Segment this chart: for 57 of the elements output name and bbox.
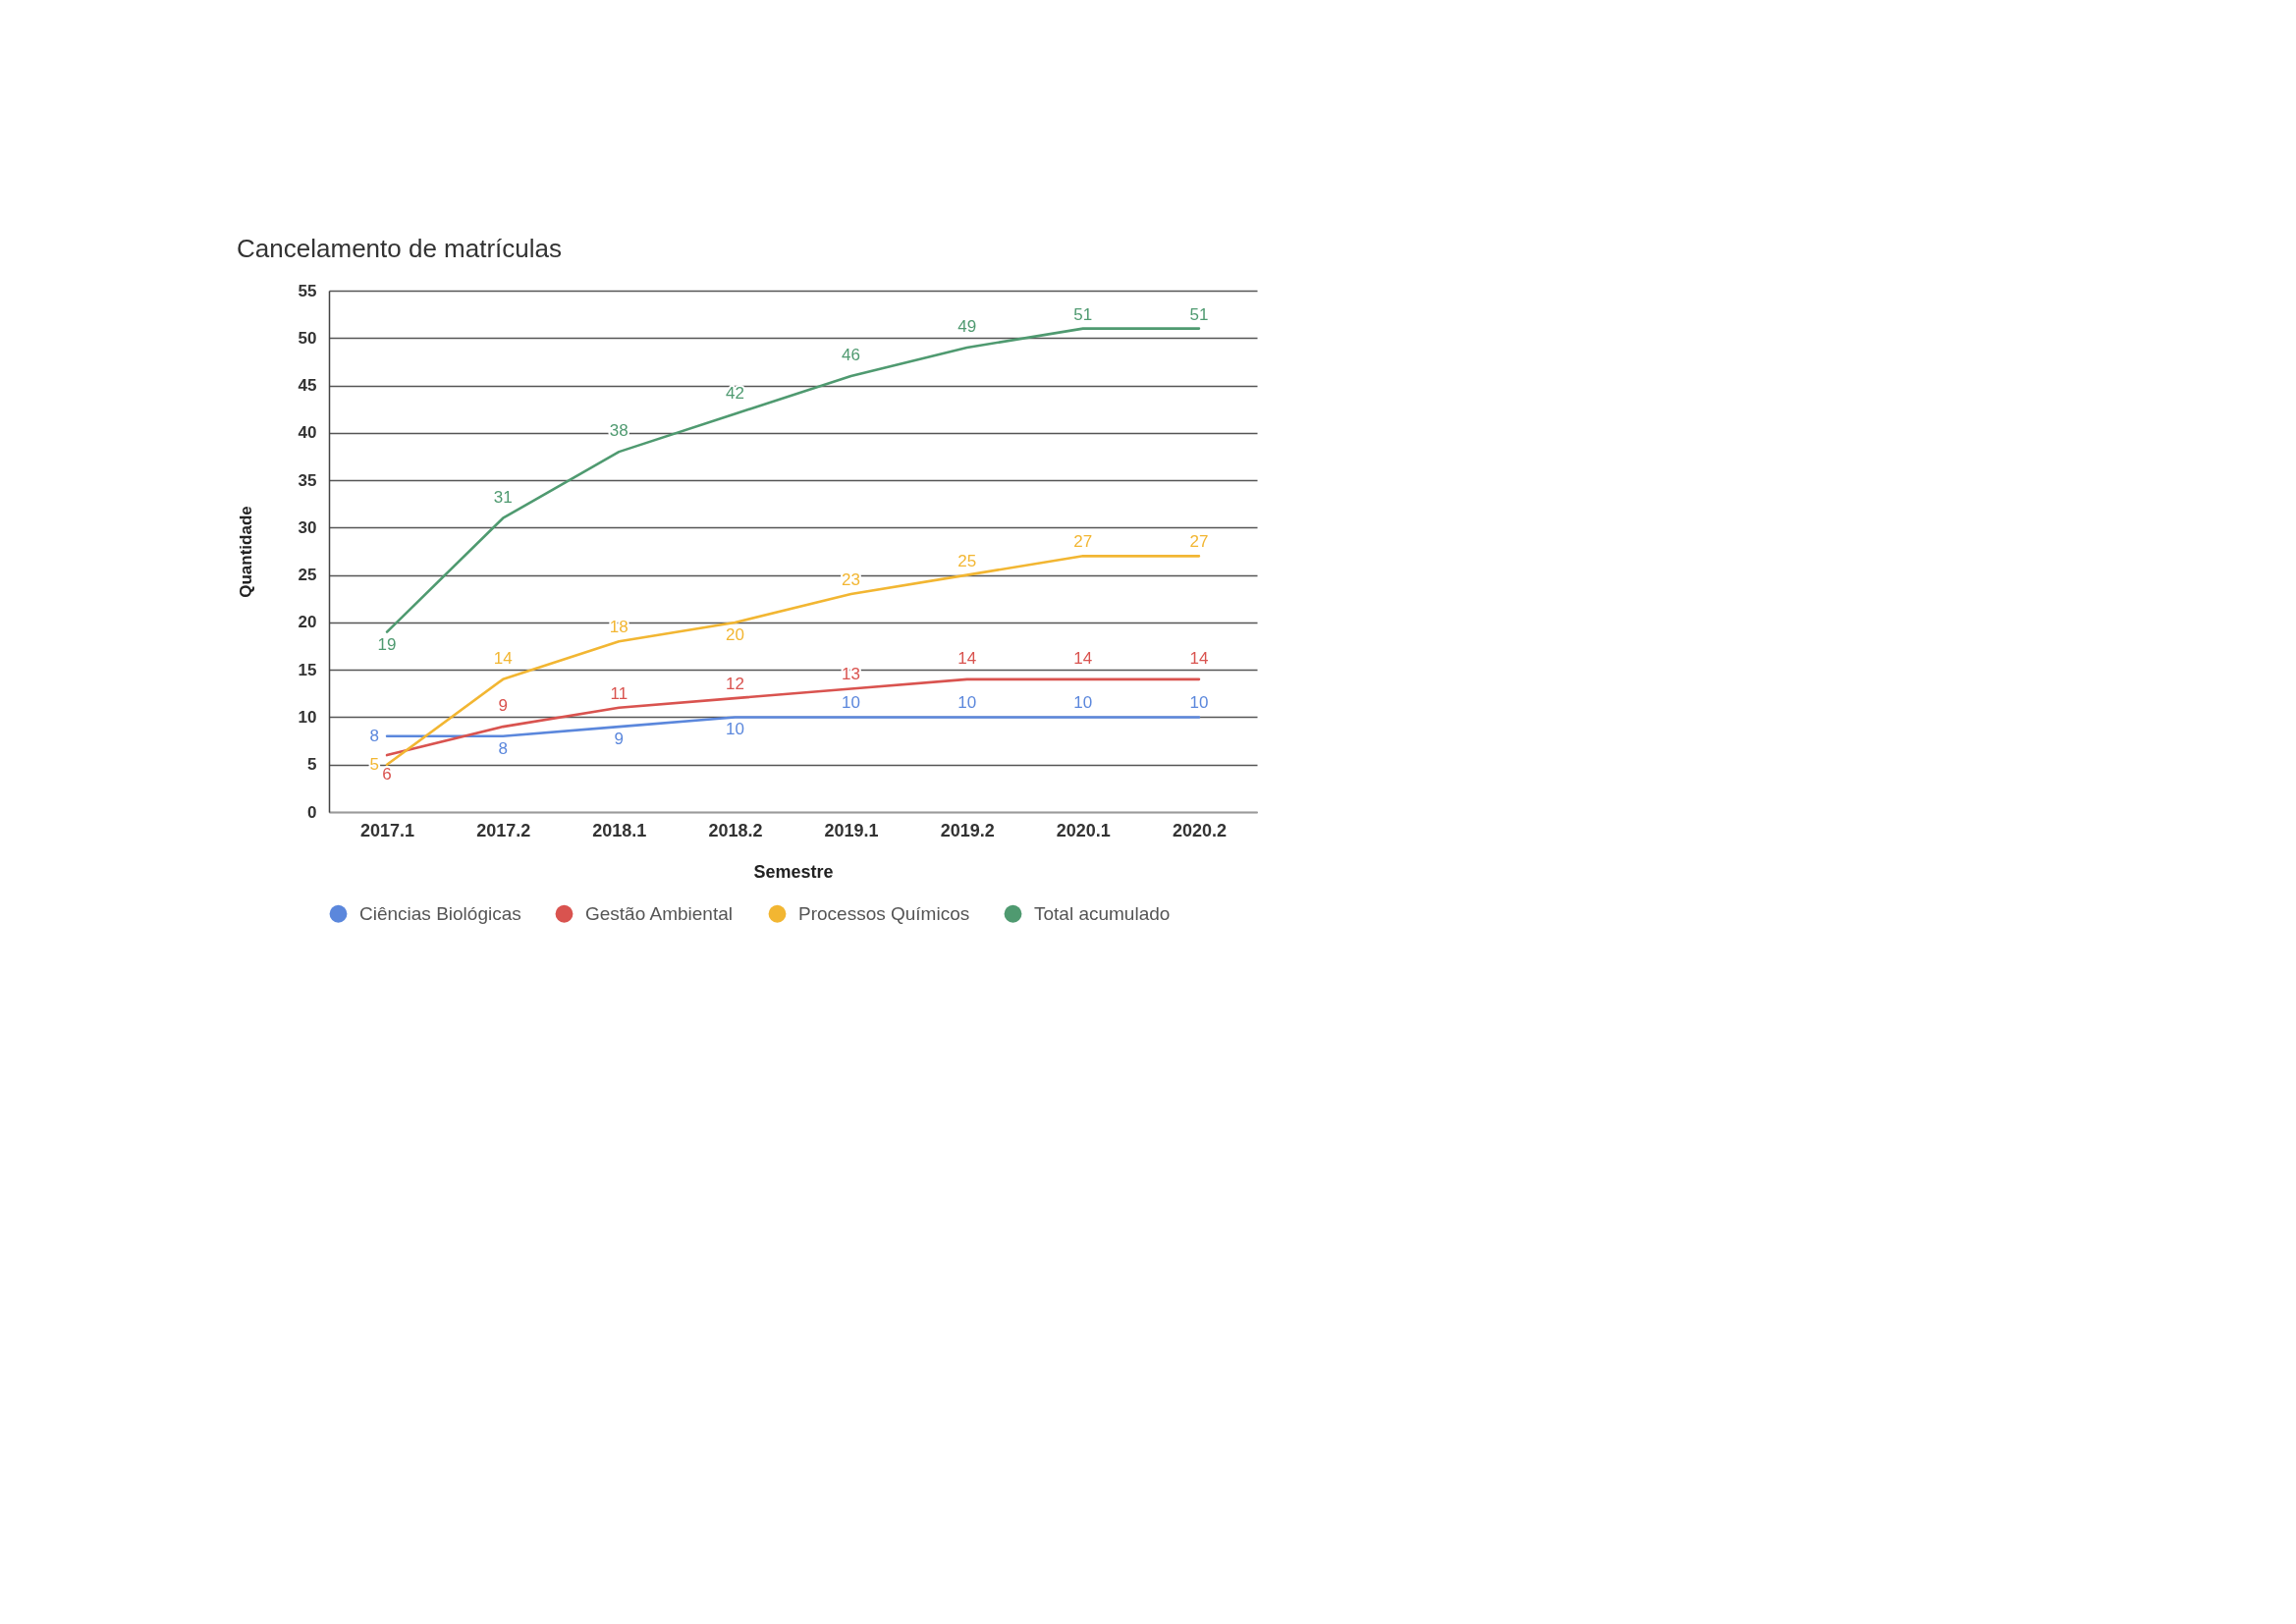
y-tick-label: 45: [298, 376, 317, 396]
data-label: 42: [725, 383, 744, 403]
data-label: 20: [725, 624, 744, 644]
legend-label: Ciências Biológicas: [359, 902, 521, 924]
data-label: 10: [1073, 693, 1093, 713]
x-tick-label: 2017.2: [476, 820, 531, 840]
data-label: 49: [957, 316, 977, 336]
data-label: 8: [369, 726, 380, 745]
y-tick-label: 55: [298, 281, 317, 300]
y-axis-title: Quantidade: [236, 506, 255, 598]
data-label: 14: [957, 648, 977, 668]
y-tick-label: 20: [298, 613, 317, 632]
data-label: 51: [1073, 304, 1093, 324]
data-label: 11: [610, 683, 629, 703]
x-tick-label: 2020.1: [1056, 820, 1111, 840]
x-axis-title: Semestre: [753, 861, 834, 882]
data-label: 14: [493, 648, 513, 668]
y-tick-label: 30: [298, 517, 317, 537]
x-tick-label: 2018.1: [592, 820, 647, 840]
y-tick-label: 50: [298, 328, 317, 348]
x-tick-label: 2019.1: [824, 820, 879, 840]
data-label: 51: [1189, 304, 1209, 324]
data-label: 10: [957, 693, 977, 713]
data-label: 27: [1189, 532, 1209, 552]
data-label: 23: [842, 569, 861, 589]
x-tick-label: 2018.2: [708, 820, 763, 840]
y-tick-label: 25: [298, 566, 317, 585]
data-label: 10: [842, 693, 861, 713]
y-tick-label: 5: [307, 755, 317, 775]
data-label: 9: [614, 730, 625, 749]
data-label: 9: [498, 696, 508, 716]
legend-label: Processos Químicos: [798, 902, 970, 924]
data-label: 8: [498, 738, 508, 758]
legend-label: Gestão Ambiental: [585, 902, 733, 924]
x-tick-label: 2020.2: [1172, 820, 1227, 840]
data-label: 10: [725, 720, 744, 739]
data-label: 14: [1189, 648, 1209, 668]
x-tick-label: 2017.1: [360, 820, 415, 840]
data-label: 6: [382, 765, 392, 785]
data-label: 18: [609, 618, 629, 637]
x-tick-label: 2019.2: [940, 820, 995, 840]
data-label: 25: [957, 551, 977, 570]
legend-label: Total acumulado: [1034, 902, 1171, 924]
data-label: 46: [842, 345, 861, 364]
data-label: 10: [1189, 693, 1209, 713]
data-label: 31: [493, 487, 513, 507]
data-label: 13: [842, 665, 861, 684]
data-label: 27: [1073, 532, 1093, 552]
data-label: 14: [1073, 648, 1093, 668]
chart-title: Cancelamento de matrículas: [237, 234, 563, 263]
data-label: 19: [377, 634, 397, 654]
y-tick-label: 15: [298, 660, 317, 679]
y-tick-label: 35: [298, 470, 317, 490]
y-tick-label: 0: [307, 802, 317, 822]
y-tick-label: 10: [298, 707, 317, 727]
data-label: 12: [725, 675, 744, 694]
y-tick-label: 40: [298, 423, 317, 443]
